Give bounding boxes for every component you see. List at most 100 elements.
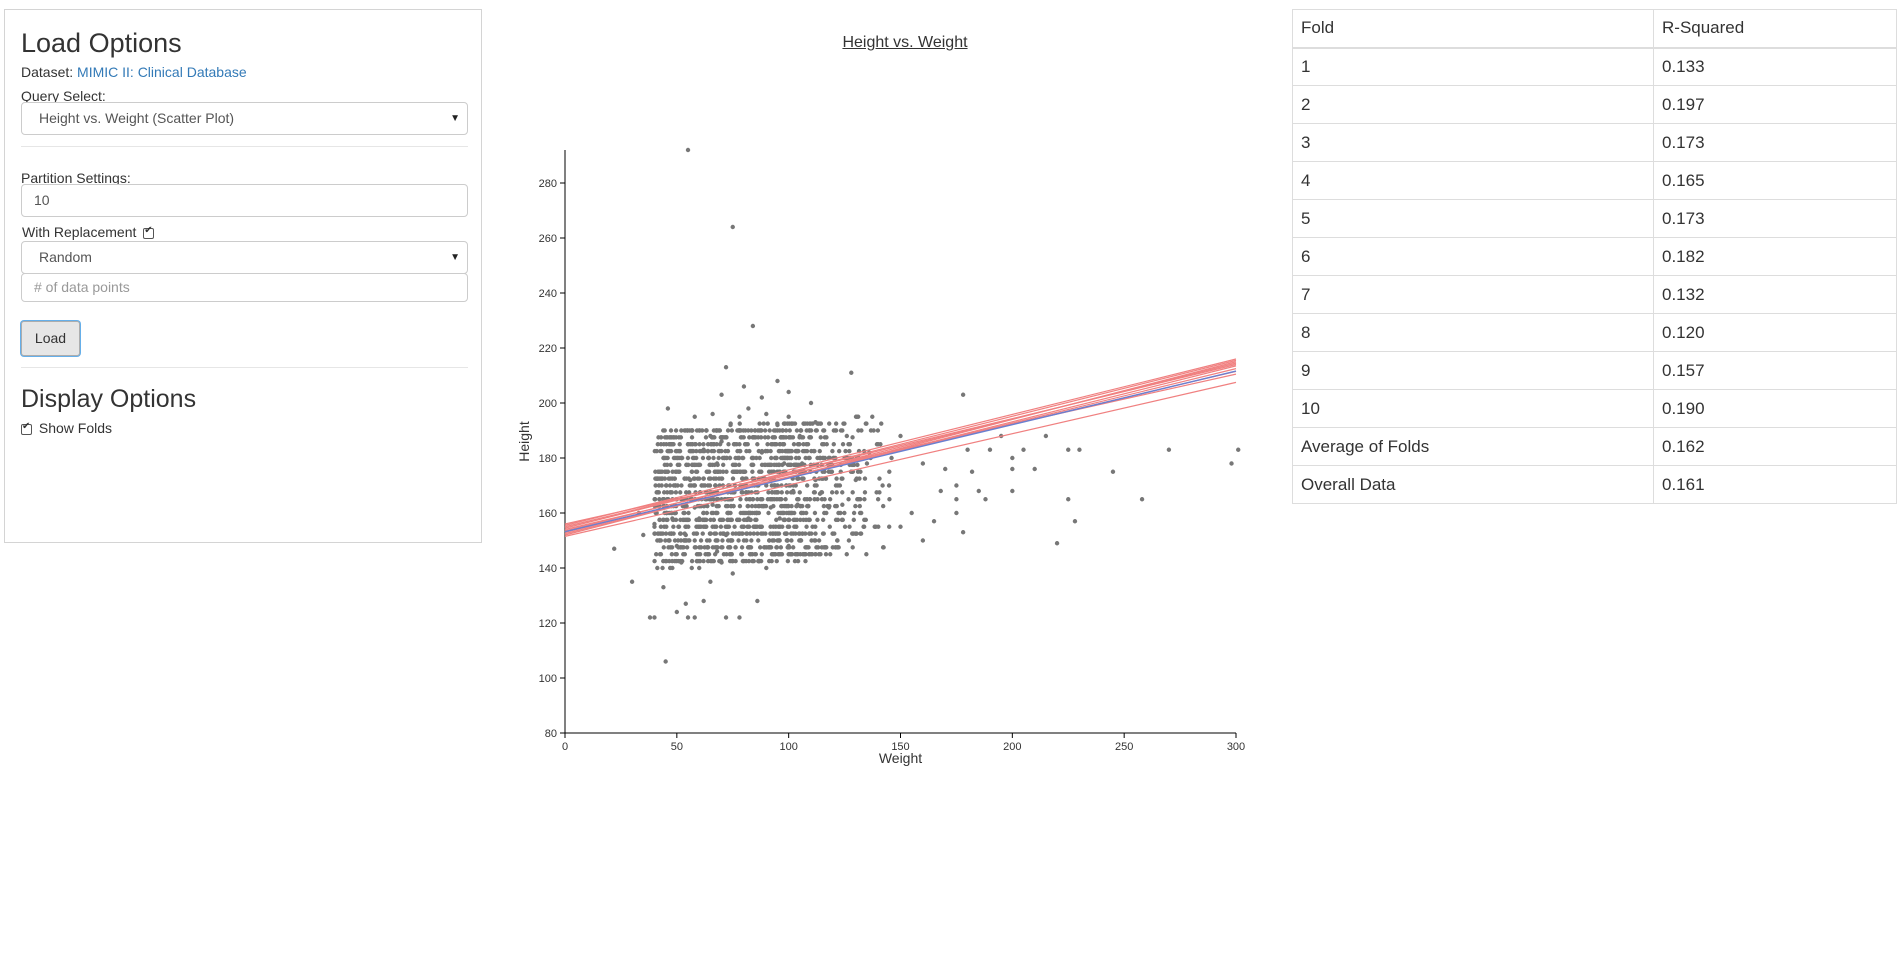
data-point bbox=[772, 442, 778, 447]
data-point bbox=[697, 565, 702, 571]
fold-regression-line bbox=[564, 381, 1237, 537]
data-point bbox=[769, 455, 774, 461]
data-point bbox=[740, 476, 745, 481]
data-point bbox=[677, 462, 682, 468]
y-tick-label: 140 bbox=[539, 563, 557, 575]
y-tick-label: 80 bbox=[545, 728, 557, 740]
data-point bbox=[665, 469, 671, 474]
data-point bbox=[714, 503, 720, 509]
data-point bbox=[683, 601, 688, 606]
show-folds-checkbox[interactable] bbox=[21, 421, 32, 435]
partition-settings-label: Partition Settings: bbox=[21, 170, 131, 186]
show-folds-label: Show Folds bbox=[38, 420, 113, 436]
data-point bbox=[718, 469, 723, 474]
data-point bbox=[965, 447, 970, 452]
data-point bbox=[658, 448, 663, 454]
data-point bbox=[804, 503, 810, 509]
data-point bbox=[612, 546, 617, 551]
scatter-chart: 80 100 120 140 160 180 200 220 240 260 280 0 50 100 15… bbox=[516, 147, 1245, 766]
data-point bbox=[780, 448, 785, 454]
data-point bbox=[676, 435, 682, 440]
data-point bbox=[674, 552, 679, 557]
data-point bbox=[744, 531, 749, 536]
data-point bbox=[768, 448, 773, 454]
data-point bbox=[693, 531, 699, 536]
data-point bbox=[779, 490, 784, 495]
data-point bbox=[719, 560, 724, 565]
data-point bbox=[851, 510, 857, 516]
data-point bbox=[674, 543, 680, 549]
data-point bbox=[747, 435, 752, 440]
data-point bbox=[726, 545, 731, 550]
table-row: 10 0.190 bbox=[1292, 389, 1897, 428]
data-point bbox=[785, 421, 790, 426]
data-point bbox=[804, 524, 809, 529]
data-point bbox=[660, 517, 666, 523]
data-point bbox=[725, 503, 730, 509]
data-point bbox=[840, 428, 845, 433]
data-point bbox=[725, 448, 731, 454]
data-point bbox=[840, 476, 845, 481]
data-point bbox=[759, 395, 765, 400]
with-replacement-checkbox[interactable] bbox=[143, 225, 155, 239]
query-select[interactable]: Height vs. Weight (Scatter Plot) ▼ bbox=[21, 102, 468, 135]
data-point bbox=[752, 510, 757, 516]
data-point bbox=[661, 428, 666, 433]
data-point bbox=[746, 558, 752, 564]
data-point bbox=[774, 517, 779, 523]
data-point bbox=[821, 428, 826, 433]
data-points-input[interactable]: # of data points bbox=[21, 273, 468, 302]
data-point bbox=[662, 469, 667, 474]
data-point bbox=[725, 428, 731, 433]
data-point bbox=[859, 510, 864, 516]
y-tick-label: 200 bbox=[539, 398, 557, 410]
load-button[interactable]: Load bbox=[21, 321, 80, 356]
data-point bbox=[676, 524, 681, 529]
data-point bbox=[780, 455, 785, 461]
r-squared-cell: 0.120 bbox=[1653, 313, 1897, 352]
data-point bbox=[652, 497, 657, 502]
data-point bbox=[864, 421, 869, 426]
data-point bbox=[745, 503, 750, 509]
data-point bbox=[782, 517, 788, 523]
data-point bbox=[756, 510, 762, 516]
data-point bbox=[793, 455, 799, 461]
data-point bbox=[705, 455, 711, 461]
data-point bbox=[787, 462, 792, 468]
data-point bbox=[780, 524, 785, 529]
data-point bbox=[793, 483, 798, 488]
partition-count-input[interactable]: 10 bbox=[21, 184, 468, 217]
data-point bbox=[667, 483, 673, 488]
data-point bbox=[652, 615, 657, 620]
data-point bbox=[714, 549, 720, 554]
data-point bbox=[686, 490, 692, 495]
data-point bbox=[821, 531, 826, 536]
data-point bbox=[786, 543, 791, 549]
data-point bbox=[1139, 497, 1145, 502]
data-point bbox=[815, 517, 820, 523]
data-point bbox=[887, 524, 892, 529]
data-point bbox=[661, 442, 666, 447]
with-replacement-label: With Replacement bbox=[22, 224, 137, 240]
data-point bbox=[789, 510, 795, 516]
data-point bbox=[794, 462, 800, 468]
data-point bbox=[684, 545, 690, 550]
data-point bbox=[708, 531, 713, 536]
data-point bbox=[757, 455, 762, 461]
data-point bbox=[654, 448, 660, 454]
data-point bbox=[987, 447, 993, 452]
data-point bbox=[720, 517, 726, 523]
data-point bbox=[781, 461, 787, 466]
data-point bbox=[713, 510, 719, 516]
data-point bbox=[833, 517, 839, 523]
data-point bbox=[701, 476, 706, 481]
data-point bbox=[796, 531, 802, 536]
data-point bbox=[755, 531, 760, 536]
data-point bbox=[786, 503, 791, 509]
query-select-label: Query Select: bbox=[21, 88, 106, 104]
data-point bbox=[716, 455, 721, 461]
dataset-link[interactable]: MIMIC II: Clinical Database bbox=[77, 64, 247, 80]
data-point bbox=[711, 448, 717, 454]
sampling-select[interactable]: Random ▼ bbox=[21, 241, 468, 274]
data-point bbox=[672, 558, 677, 564]
